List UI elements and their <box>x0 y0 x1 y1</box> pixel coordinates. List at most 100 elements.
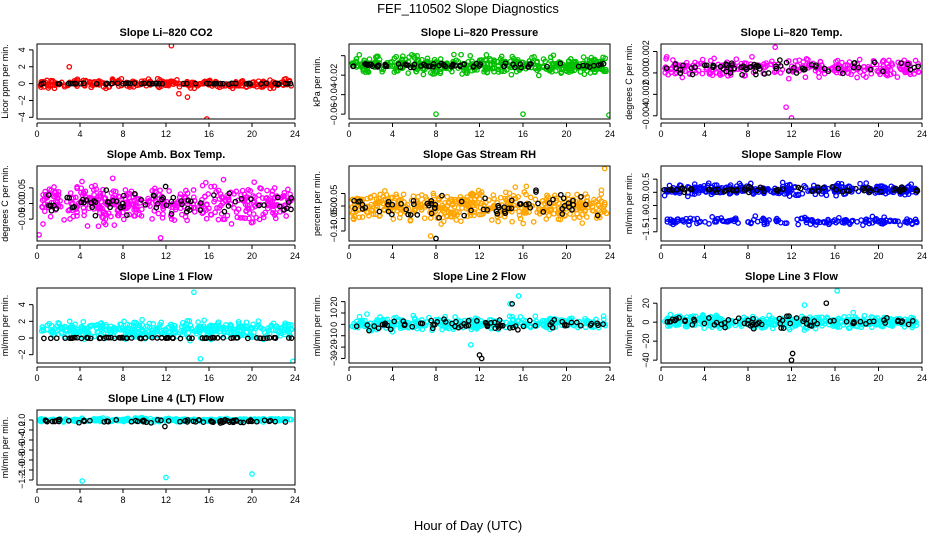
y-tick-label: −4 <box>17 112 27 122</box>
data-point <box>663 65 670 72</box>
x-tick-label: 20 <box>247 129 257 139</box>
data-point <box>670 57 676 63</box>
data-point <box>287 80 294 87</box>
data-point <box>41 208 48 215</box>
data-point <box>543 216 550 222</box>
data-point <box>270 327 276 333</box>
data-point <box>172 204 179 211</box>
data-point <box>681 186 688 193</box>
data-point <box>878 317 884 324</box>
data-point <box>444 193 451 200</box>
data-point <box>356 214 363 221</box>
data-point <box>906 187 913 194</box>
data-point <box>664 216 671 223</box>
data-point <box>851 60 858 66</box>
data-point <box>857 180 863 187</box>
x-tick-label: 20 <box>247 251 257 261</box>
data-point <box>177 418 183 425</box>
y-tick-label: −2 <box>17 350 27 360</box>
data-point <box>390 216 397 222</box>
data-point <box>891 218 898 224</box>
data-point <box>894 74 901 80</box>
panel-title: Slope Sample Flow <box>741 149 842 161</box>
data-point <box>518 64 525 71</box>
data-point <box>216 205 223 211</box>
data-point <box>199 335 206 341</box>
data-point <box>860 72 867 78</box>
panel-title: Slope Gas Stream RH <box>423 149 536 161</box>
data-point <box>717 63 724 70</box>
data-point <box>248 196 254 202</box>
data-point <box>681 189 688 196</box>
plot-frame <box>36 409 296 486</box>
data-point <box>62 328 69 334</box>
data-point <box>804 216 810 223</box>
data-point <box>403 206 410 213</box>
data-point <box>166 188 172 194</box>
data-point <box>688 65 695 71</box>
data-point <box>582 191 589 197</box>
data-point <box>594 320 601 327</box>
data-point <box>726 218 732 224</box>
data-point <box>413 68 420 75</box>
data-point <box>405 62 411 69</box>
y-tick-label: −0.04 <box>329 83 339 106</box>
data-point <box>139 322 146 328</box>
data-point <box>517 61 524 67</box>
x-tick-label: 24 <box>917 129 927 139</box>
data-point <box>457 62 464 69</box>
data-point <box>411 315 418 322</box>
data-point <box>857 318 864 325</box>
data-point <box>272 334 279 341</box>
data-point <box>915 61 922 67</box>
data-point <box>760 188 767 195</box>
data-point <box>165 418 172 424</box>
data-point <box>497 322 503 329</box>
data-point <box>449 320 455 327</box>
data-point <box>540 209 547 215</box>
data-point <box>677 70 684 76</box>
data-point <box>99 325 106 331</box>
data-point <box>49 78 56 84</box>
data-point <box>212 209 218 216</box>
data-point <box>570 197 576 204</box>
data-point <box>218 194 225 200</box>
data-point <box>679 74 686 81</box>
data-point <box>113 417 120 423</box>
data-point <box>281 327 288 333</box>
data-point <box>166 79 172 85</box>
data-point <box>372 211 379 218</box>
data-point <box>183 80 190 87</box>
x-tick-label: 4 <box>77 495 82 505</box>
data-point <box>50 328 57 335</box>
data-point <box>583 198 590 204</box>
panel-title: Slope Line 3 Flow <box>745 271 838 283</box>
data-point <box>230 326 237 333</box>
data-point <box>491 319 498 326</box>
x-tick-label: 12 <box>161 251 171 261</box>
data-point <box>100 186 106 193</box>
data-point <box>504 66 510 73</box>
data-point <box>148 327 155 334</box>
data-point <box>132 213 138 219</box>
data-point <box>168 216 175 222</box>
data-point <box>226 190 233 197</box>
data-point <box>272 215 279 222</box>
y-tick-label: 0 <box>17 335 27 340</box>
data-point <box>705 186 712 193</box>
data-point <box>120 203 127 210</box>
data-point <box>899 318 906 324</box>
data-point <box>195 325 202 332</box>
data-point <box>269 210 276 216</box>
y-tick-label: −0.2 <box>17 421 27 439</box>
data-point <box>795 320 802 327</box>
panel-ylabel: kPa per min. <box>312 56 322 107</box>
panel-4: Slope Amb. Box Temp.degrees C per min.0 4… <box>0 149 300 261</box>
data-point <box>389 194 396 201</box>
data-point <box>381 206 387 213</box>
data-point <box>905 191 912 197</box>
data-point <box>732 318 739 325</box>
data-point <box>244 335 251 342</box>
data-point <box>120 80 126 87</box>
data-point <box>107 326 114 333</box>
